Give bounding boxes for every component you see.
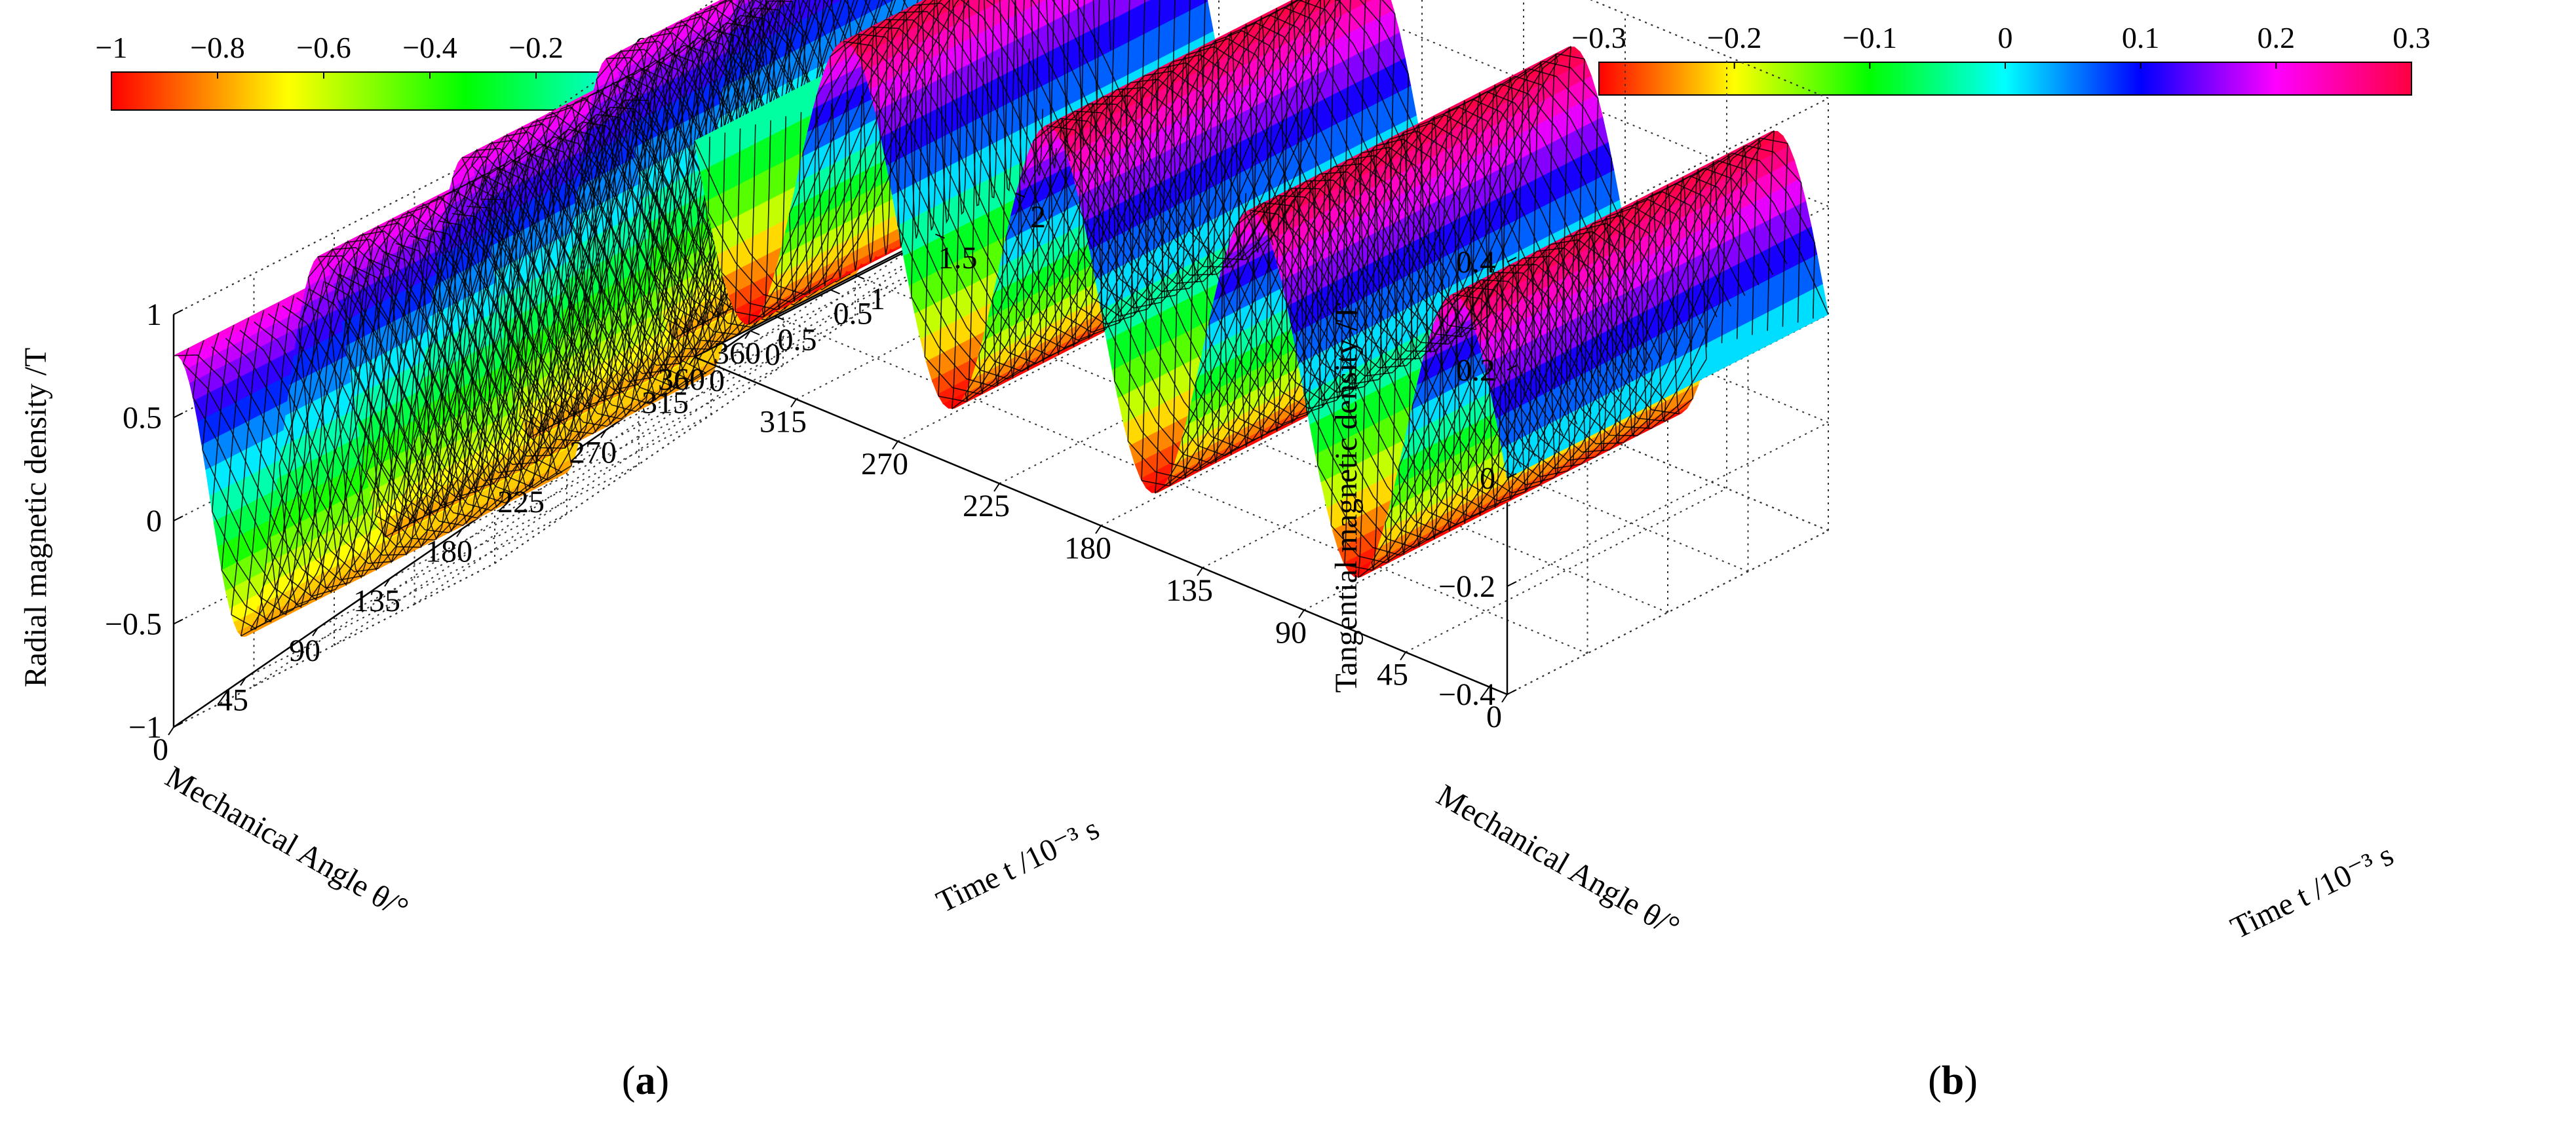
- x-tick-label: 225: [497, 485, 545, 519]
- colorbar: −0.3 −0.2 −0.1 0 0.1 0.2 0.3: [1571, 21, 2431, 96]
- colorbar-tick-label: −0.6: [296, 31, 351, 64]
- grid-line: [317, 463, 640, 629]
- z-tick-label: 0.5: [123, 401, 162, 436]
- z-tick-mark: [173, 618, 183, 625]
- x-tick-label: 135: [353, 584, 400, 618]
- grid-line: [606, 265, 928, 431]
- colorbar-tick-label: −0.1: [1843, 21, 1897, 54]
- colorbar-tick-label: −0.3: [1571, 21, 1626, 54]
- colorbar-tick-label: −0.8: [190, 31, 244, 64]
- grid-line: [245, 513, 567, 679]
- z-tick-mark: [173, 516, 183, 521]
- grid-line: [461, 364, 784, 530]
- y-axis-label: Time t /10⁻³ s: [931, 811, 1105, 919]
- x-tick-label: 0: [153, 732, 168, 767]
- x-tick-label: 90: [289, 633, 320, 668]
- y-tick-mark: [830, 289, 840, 295]
- surface-patch: [868, 0, 884, 14]
- grid-line: [173, 563, 495, 728]
- x-tick-label: 45: [217, 683, 248, 717]
- x-tick-label: 180: [425, 535, 472, 569]
- x-axis-label: Mechanical Angle θ/°: [159, 759, 414, 926]
- colorbar-tick-label: 0: [1998, 21, 2013, 54]
- colorbar-tick-label: −0.4: [402, 31, 457, 64]
- tangential-density-plot: −0.3 −0.2 −0.1 0 0.1 0.2 0.3 −0.4−0.200.20.404…: [658, 0, 2431, 1103]
- y-tick-mark: [750, 330, 760, 335]
- x-tick-label: 270: [569, 435, 617, 470]
- z-tick-label: 0: [146, 504, 162, 538]
- colorbar-tick-label: 0.1: [2122, 21, 2160, 54]
- grid-line: [678, 216, 1000, 381]
- z-axis-label: Radial magnetic density /T: [18, 348, 53, 688]
- z-tick-label: −0.5: [105, 607, 162, 642]
- z-tick-mark: [173, 412, 183, 419]
- z-tick-label: 1: [146, 297, 162, 332]
- grid-line: [533, 314, 856, 480]
- colorbar-tick-label: 0.3: [2393, 21, 2431, 54]
- y-tick-label: 0.5: [834, 297, 873, 331]
- colorbar-tick-label: −1: [96, 31, 128, 64]
- colorbar-tick-label: 0.2: [2258, 21, 2296, 54]
- grid-line: [173, 150, 495, 315]
- z-tick-mark: [173, 309, 183, 315]
- colorbar-tick-label: −0.2: [509, 31, 563, 64]
- panel-label-a: (a): [622, 1059, 669, 1103]
- colorbar-tick-label: −0.2: [1707, 21, 1761, 54]
- x-tick-mark: [168, 726, 174, 736]
- grid-line: [389, 414, 712, 580]
